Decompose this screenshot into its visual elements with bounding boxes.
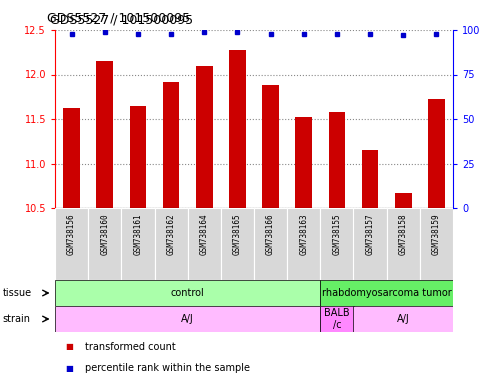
Text: GSM738161: GSM738161 [134,214,142,255]
Bar [88,208,121,280]
Bar [362,150,378,208]
Text: tissue: tissue [2,288,32,298]
Text: GSM738156: GSM738156 [67,214,76,255]
Bar [329,112,345,208]
Text: GSM738158: GSM738158 [399,214,408,255]
Text: control: control [171,288,205,298]
Bar [163,82,179,208]
Bar [221,208,254,280]
Bar [295,117,312,208]
Bar [188,208,221,280]
Text: ■: ■ [65,364,73,373]
Text: GSM738159: GSM738159 [432,214,441,255]
Bar [63,108,80,208]
Bar [320,306,353,332]
Bar [387,208,420,280]
Text: transformed count: transformed count [85,341,176,352]
Bar [428,99,445,208]
Text: GSM738163: GSM738163 [299,214,308,255]
Text: strain: strain [2,314,31,324]
Bar [196,66,212,208]
Bar [55,280,320,306]
Text: A/J: A/J [181,314,194,324]
Text: percentile rank within the sample: percentile rank within the sample [85,363,249,373]
Text: GSM738165: GSM738165 [233,214,242,255]
Bar [130,106,146,208]
Bar [55,306,320,332]
Bar [287,208,320,280]
Text: ■: ■ [65,342,73,351]
Text: GSM738164: GSM738164 [200,214,209,255]
Text: GDS5527 / 101500095: GDS5527 / 101500095 [50,13,193,26]
Bar [97,61,113,208]
Bar [420,208,453,280]
Bar [55,208,88,280]
Text: A/J: A/J [397,314,410,324]
Bar [254,208,287,280]
Text: GSM738157: GSM738157 [366,214,375,255]
Bar [262,85,279,208]
Text: GSM738160: GSM738160 [100,214,109,255]
Text: GSM738162: GSM738162 [167,214,176,255]
Text: rhabdomyosarcoma tumor: rhabdomyosarcoma tumor [322,288,452,298]
Text: GDS5527 / 101500095: GDS5527 / 101500095 [47,12,190,25]
Bar [353,208,387,280]
Text: BALB
/c: BALB /c [324,308,350,330]
Text: GSM738166: GSM738166 [266,214,275,255]
Bar [121,208,154,280]
Bar [320,208,353,280]
Bar [320,280,453,306]
Text: GSM738155: GSM738155 [332,214,342,255]
Bar [353,306,453,332]
Bar [229,50,246,208]
Bar [154,208,188,280]
Bar [395,193,412,208]
